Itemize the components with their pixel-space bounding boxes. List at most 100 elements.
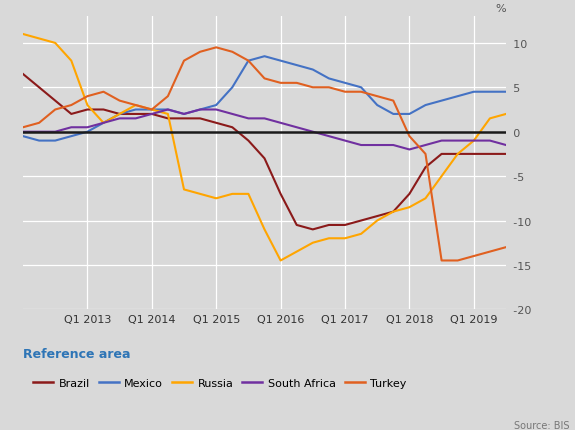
- South Africa: [358, 143, 365, 148]
- Mexico: [245, 59, 252, 64]
- Turkey: [132, 103, 139, 108]
- Russia: [132, 103, 139, 108]
- Russia: [52, 41, 59, 46]
- Mexico: [116, 112, 123, 117]
- South Africa: [261, 117, 268, 122]
- Russia: [374, 218, 381, 224]
- South Africa: [245, 117, 252, 122]
- Russia: [358, 232, 365, 237]
- Mexico: [454, 94, 461, 99]
- South Africa: [116, 117, 123, 122]
- Russia: [325, 236, 332, 241]
- Mexico: [148, 108, 155, 113]
- Turkey: [197, 50, 204, 55]
- Mexico: [470, 90, 477, 95]
- Mexico: [390, 112, 397, 117]
- Brazil: [325, 223, 332, 228]
- Russia: [20, 32, 26, 37]
- Brazil: [36, 86, 43, 91]
- Turkey: [454, 258, 461, 264]
- Russia: [100, 121, 107, 126]
- Turkey: [261, 77, 268, 82]
- Brazil: [52, 99, 59, 104]
- Mexico: [52, 138, 59, 144]
- Mexico: [36, 138, 43, 144]
- Russia: [229, 192, 236, 197]
- Russia: [342, 236, 348, 241]
- Russia: [261, 227, 268, 233]
- Russia: [470, 138, 477, 144]
- Brazil: [486, 152, 493, 157]
- Turkey: [470, 254, 477, 259]
- Brazil: [148, 112, 155, 117]
- Mexico: [100, 121, 107, 126]
- Mexico: [293, 63, 300, 68]
- Russia: [36, 37, 43, 42]
- Turkey: [164, 94, 171, 99]
- Russia: [148, 108, 155, 113]
- Turkey: [52, 108, 59, 113]
- Russia: [486, 117, 493, 122]
- Line: Russia: Russia: [23, 35, 506, 261]
- Turkey: [20, 126, 26, 131]
- Brazil: [245, 138, 252, 144]
- Brazil: [100, 108, 107, 113]
- Brazil: [503, 152, 509, 157]
- Brazil: [358, 218, 365, 224]
- Brazil: [261, 157, 268, 162]
- Brazil: [438, 152, 445, 157]
- Russia: [116, 112, 123, 117]
- South Africa: [148, 112, 155, 117]
- South Africa: [52, 130, 59, 135]
- Mexico: [325, 77, 332, 82]
- Brazil: [309, 227, 316, 233]
- Russia: [422, 196, 429, 201]
- South Africa: [100, 121, 107, 126]
- Turkey: [342, 90, 348, 95]
- Russia: [454, 152, 461, 157]
- Turkey: [293, 81, 300, 86]
- Mexico: [68, 134, 75, 139]
- South Africa: [293, 126, 300, 131]
- Mexico: [503, 90, 509, 95]
- Russia: [277, 258, 284, 264]
- Mexico: [422, 103, 429, 108]
- Russia: [406, 205, 413, 210]
- Russia: [181, 187, 187, 193]
- Turkey: [358, 90, 365, 95]
- Turkey: [181, 59, 187, 64]
- Mexico: [406, 112, 413, 117]
- South Africa: [406, 147, 413, 153]
- Brazil: [84, 108, 91, 113]
- Turkey: [100, 90, 107, 95]
- Brazil: [116, 112, 123, 117]
- Turkey: [116, 99, 123, 104]
- Turkey: [36, 121, 43, 126]
- South Africa: [454, 138, 461, 144]
- South Africa: [422, 143, 429, 148]
- South Africa: [229, 112, 236, 117]
- Mexico: [132, 108, 139, 113]
- Line: Mexico: Mexico: [23, 57, 506, 141]
- Brazil: [454, 152, 461, 157]
- Brazil: [374, 214, 381, 219]
- South Africa: [503, 143, 509, 148]
- Text: Reference area: Reference area: [23, 347, 131, 361]
- Turkey: [406, 134, 413, 139]
- Mexico: [277, 59, 284, 64]
- Turkey: [84, 94, 91, 99]
- Brazil: [68, 112, 75, 117]
- Russia: [164, 112, 171, 117]
- Legend: Brazil, Mexico, Russia, South Africa, Turkey: Brazil, Mexico, Russia, South Africa, Tu…: [29, 374, 411, 393]
- South Africa: [325, 134, 332, 139]
- Brazil: [406, 192, 413, 197]
- Brazil: [422, 165, 429, 170]
- South Africa: [342, 138, 348, 144]
- South Africa: [20, 130, 26, 135]
- Turkey: [390, 99, 397, 104]
- Brazil: [164, 117, 171, 122]
- Russia: [213, 196, 220, 201]
- Russia: [309, 240, 316, 246]
- Brazil: [229, 126, 236, 131]
- Mexico: [20, 134, 26, 139]
